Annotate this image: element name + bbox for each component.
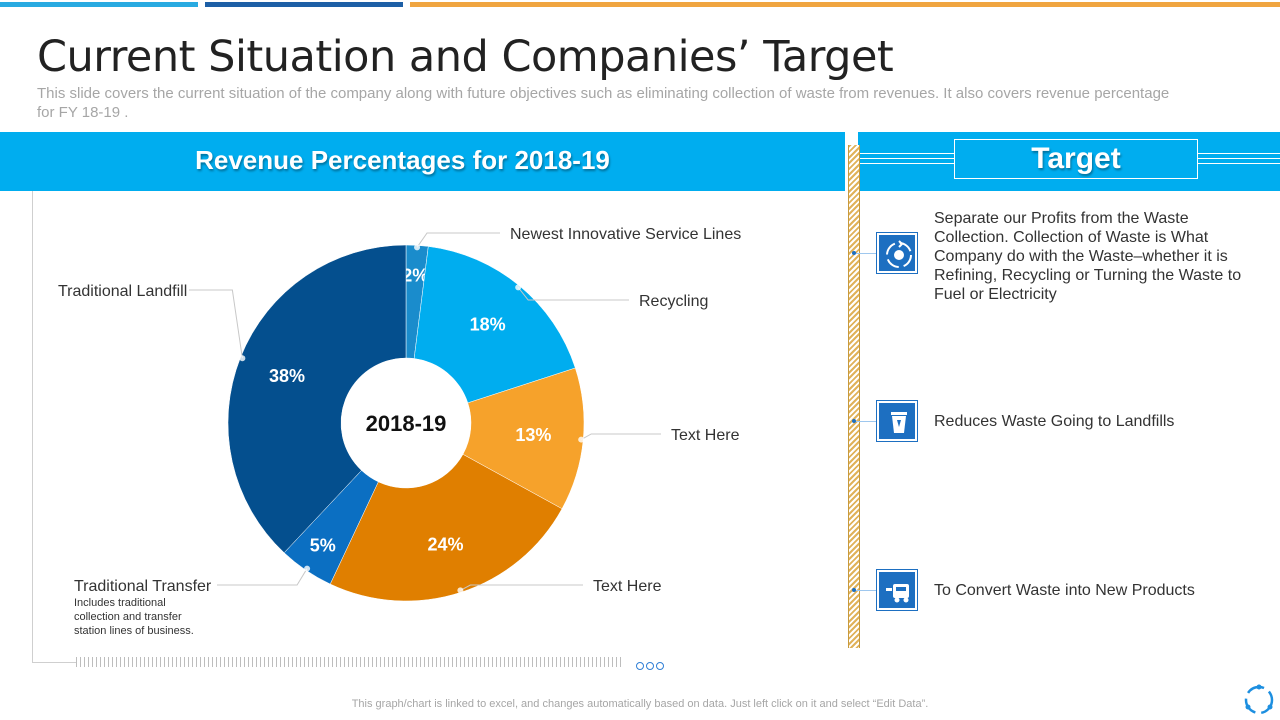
slice-value-label: 5% (310, 535, 336, 555)
chart-title: Revenue Percentages for 2018-19 (195, 145, 610, 175)
target-heading: Target (954, 139, 1198, 179)
top-accent-bar-orange (410, 2, 1280, 7)
revenue-donut-chart: 2% Newest Innovative Service Lines 18% Recy… (58, 226, 741, 637)
target-deco-line (860, 158, 954, 159)
cycle-icon (1244, 684, 1274, 715)
target-connector (856, 421, 877, 422)
pagination-dots (636, 657, 668, 670)
page-subtitle: This slide covers the current situation … (37, 85, 1170, 121)
chart-frame-line (32, 191, 33, 663)
target-pin (852, 588, 856, 592)
target-deco-line (1198, 163, 1280, 164)
slice-value-label: 38% (269, 366, 305, 386)
leader-dot (578, 436, 585, 443)
slice-category-label: Text Here (593, 578, 662, 595)
leader-line (460, 584, 583, 591)
slice-category-label: Traditional Landfill (58, 283, 187, 300)
top-accent-bar-dark (205, 2, 403, 7)
target-deco-line (1198, 158, 1280, 159)
leader-dot (457, 587, 464, 594)
footer-note: This graph/chart is linked to excel, and… (351, 698, 929, 710)
top-accent-bar-light (0, 2, 198, 7)
target-pin (852, 419, 856, 423)
leader-dot (414, 244, 421, 251)
chart-center-label: 2018-19 (366, 411, 447, 436)
timeline-pole (848, 145, 860, 648)
target-item-1-text: Separate our Profits from the Waste Coll… (934, 210, 1242, 303)
slice-category-label: Traditional Transfer (74, 578, 212, 595)
target-header-band (858, 132, 1280, 191)
slice-category-label: Recycling (639, 293, 708, 310)
leader-line (189, 289, 243, 359)
target-connector (856, 253, 877, 254)
target-item-3-text: To Convert Waste into New Products (934, 582, 1195, 599)
recycle-icon (876, 232, 918, 274)
leader-dot (239, 355, 246, 362)
target-deco-line (860, 153, 954, 154)
chart-dash-strip (76, 657, 624, 667)
pie-slice-4 (329, 453, 563, 602)
target-pin (852, 251, 856, 255)
slice-value-label: 13% (515, 425, 551, 445)
leader-line (217, 568, 308, 586)
pie-slice-2 (413, 246, 576, 404)
page-title: Current Situation and Companies’ Target (37, 32, 894, 82)
target-deco-line (1198, 153, 1280, 154)
chart-frame-line (32, 662, 76, 663)
slice-value-label: 2% (402, 265, 428, 285)
pie-slice-6 (227, 244, 407, 554)
target-deco-line (860, 163, 954, 164)
garbage-truck-icon (876, 569, 918, 611)
leader-line (517, 287, 629, 301)
leader-dot (515, 284, 522, 291)
target-connector (856, 590, 877, 591)
leader-line (416, 232, 500, 248)
trash-bin-icon (876, 400, 918, 442)
leader-dot (304, 565, 311, 572)
slice-value-label: 24% (428, 535, 464, 555)
slice-category-label: Newest Innovative Service Lines (510, 226, 741, 243)
chart-header-band (0, 132, 845, 191)
slice-description: Includes traditional collection and tran… (74, 597, 194, 637)
leader-line (580, 433, 661, 440)
target-item-2-text: Reduces Waste Going to Landfills (934, 413, 1175, 430)
slice-category-label: Text Here (671, 427, 740, 444)
slice-value-label: 18% (470, 314, 506, 334)
